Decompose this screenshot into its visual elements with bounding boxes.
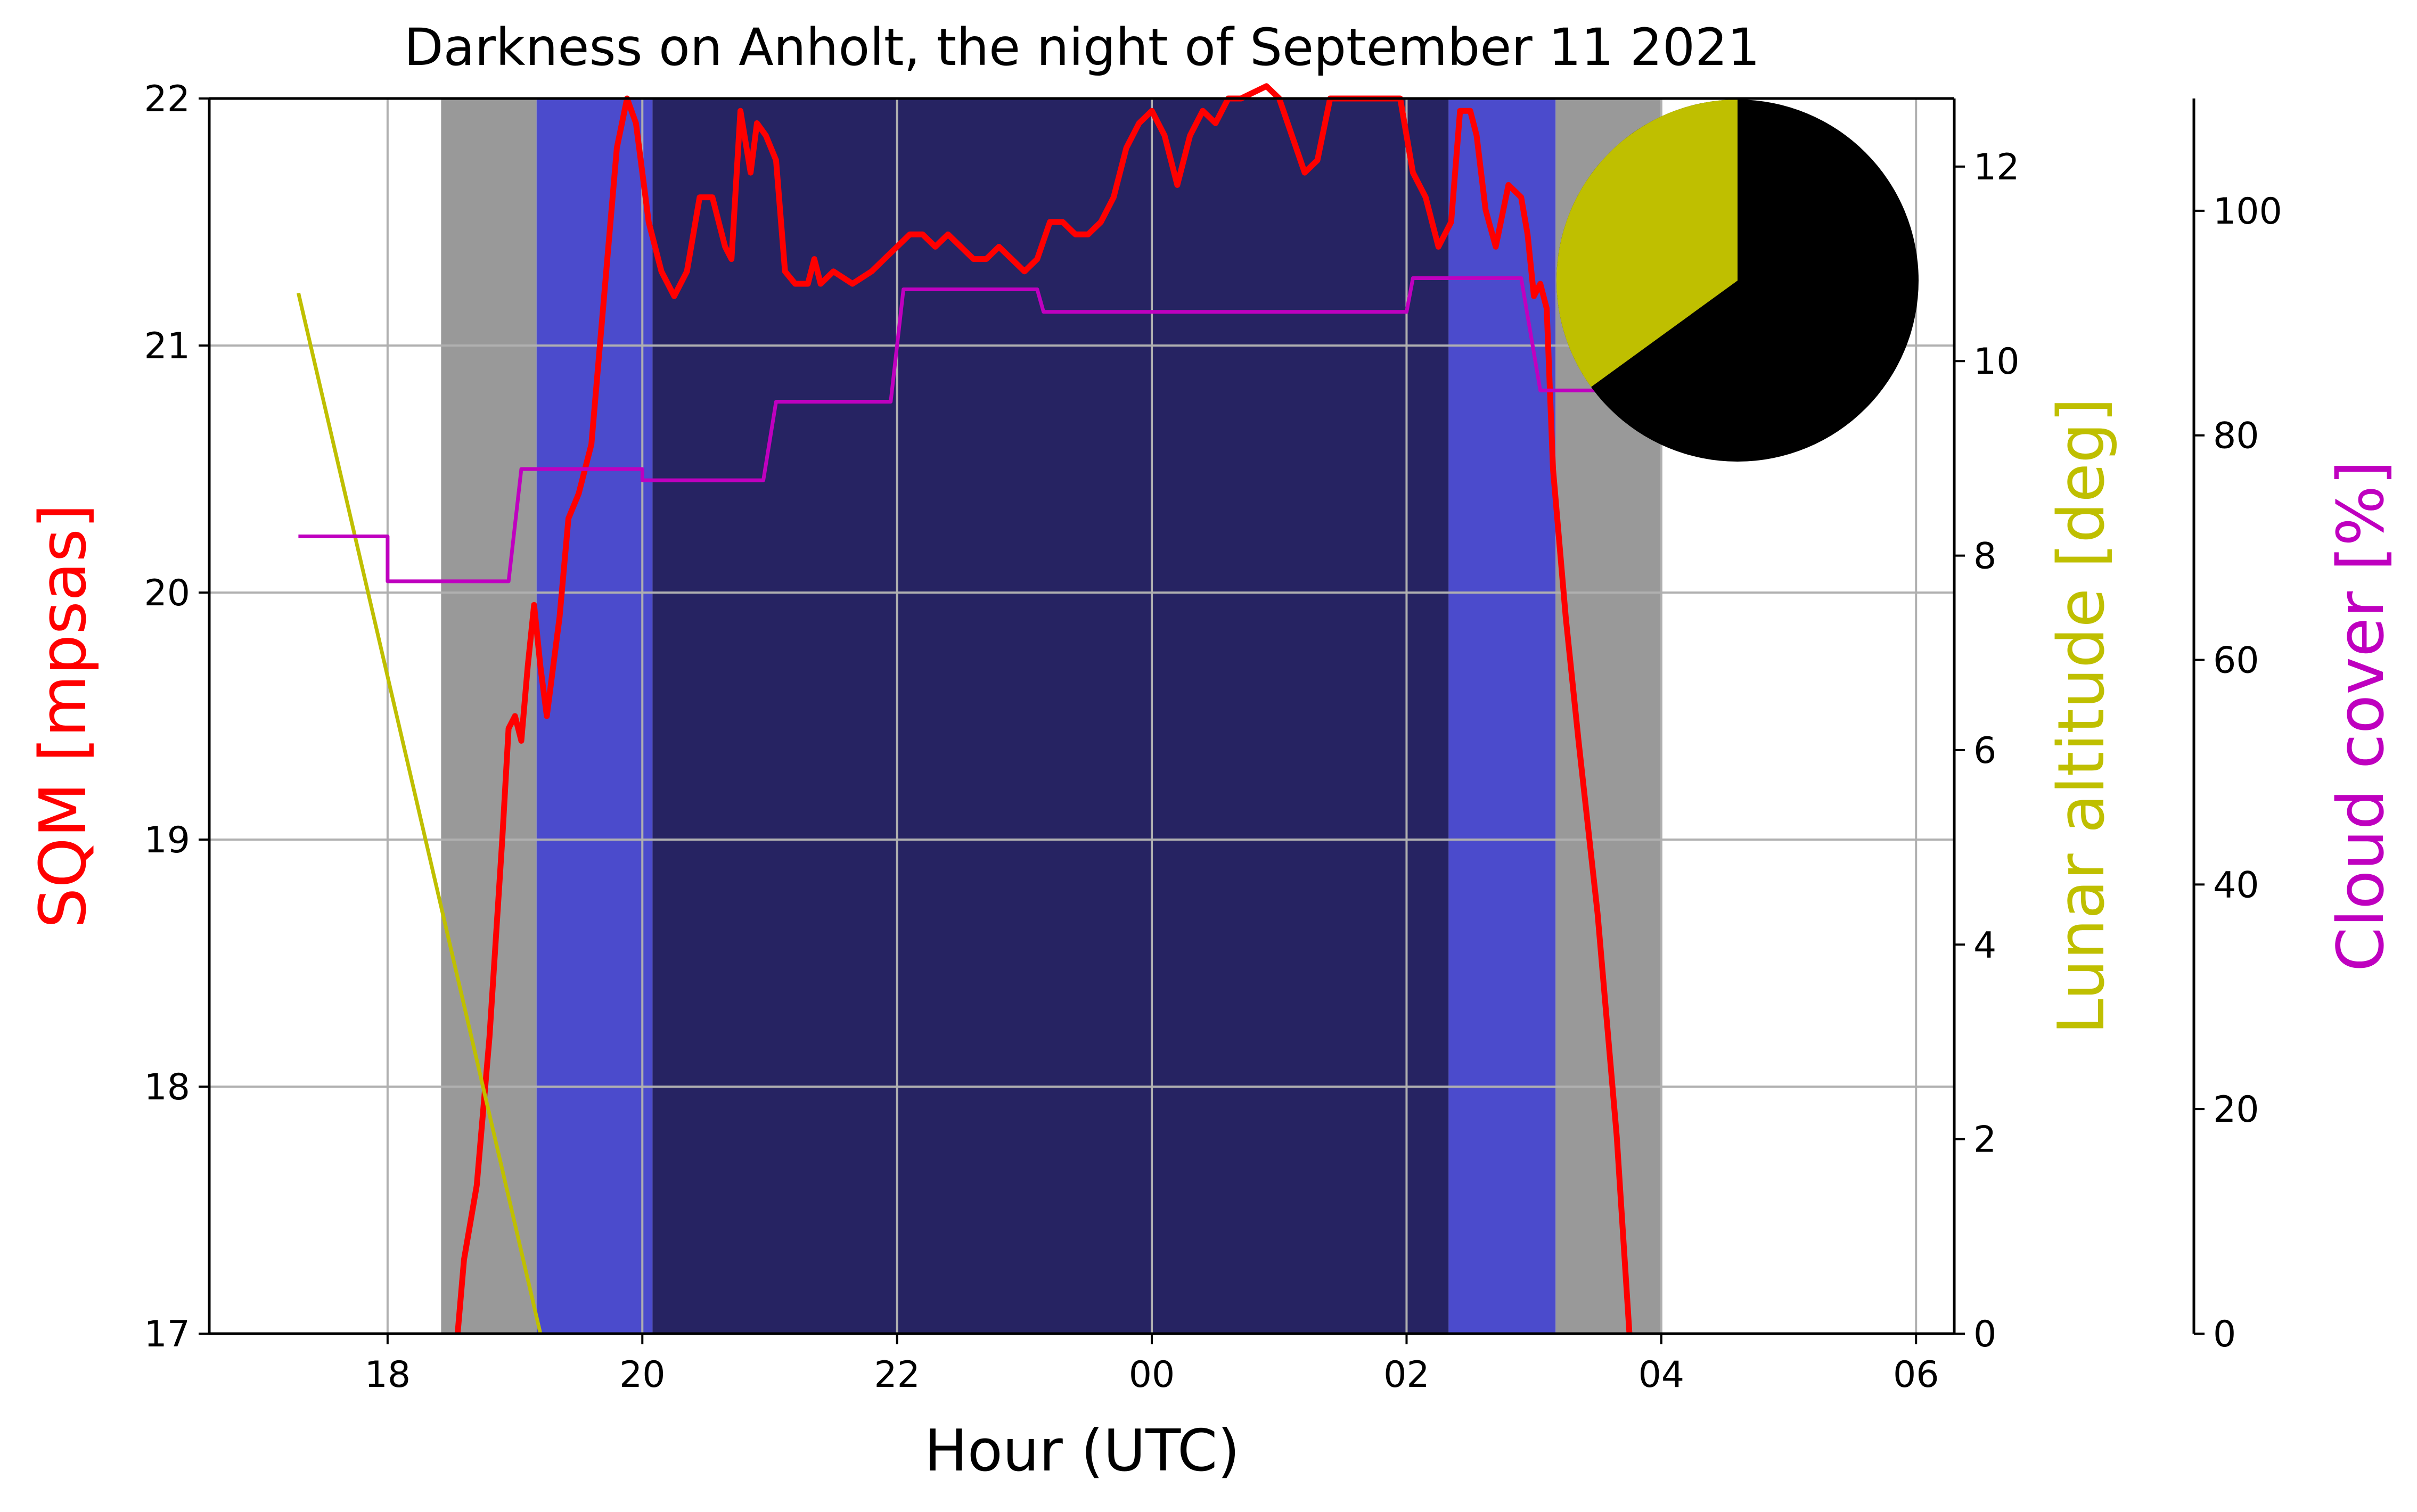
cloud-series-line	[298, 276, 1598, 584]
lunar-tick-label: 4	[1973, 924, 1996, 966]
sqm-tick-label: 20	[144, 572, 190, 614]
cloud-tick-label: 60	[2213, 640, 2259, 682]
x-tick-label: 02	[1383, 1354, 1430, 1396]
lunar-tick-label: 8	[1973, 536, 1996, 578]
moon-phase-pie	[1556, 100, 1919, 462]
lunar-tick-label: 10	[1973, 341, 2020, 383]
data-series	[296, 83, 1633, 1334]
x-tick-label: 20	[619, 1354, 666, 1396]
lunar-tick-label: 6	[1973, 730, 1996, 772]
sqm-tick-label: 17	[144, 1313, 190, 1355]
band-nautical-twilight	[1448, 98, 1556, 1334]
sqm-axis-label: SQM [mpsas]	[27, 504, 101, 928]
axes: 18 20 22 00 02 04 0617181920212202468101202040…	[144, 78, 2282, 1396]
band-astronomical-night	[652, 98, 1449, 1334]
sqm-tick-label: 18	[144, 1066, 190, 1108]
cloud-tick-label: 40	[2213, 864, 2259, 906]
cloud-tick-label: 20	[2213, 1089, 2259, 1131]
cloud-tick-label: 100	[2213, 191, 2282, 233]
lunar-axis-label: Lunar altitude [deg]	[2045, 398, 2119, 1034]
x-axis-label: Hour (UTC)	[924, 1418, 1240, 1484]
x-tick-label: 00	[1129, 1354, 1175, 1396]
pie-slice-illuminated	[1556, 100, 1738, 387]
lunar-tick-label: 12	[1973, 146, 2020, 188]
sqm-tick-label: 19	[144, 819, 190, 861]
x-tick-label: 04	[1638, 1354, 1685, 1396]
x-tick-label: 22	[874, 1354, 920, 1396]
sqm-tick-label: 22	[144, 78, 190, 120]
sqm-series-line	[454, 83, 1633, 1334]
cloud-tick-label: 80	[2213, 415, 2259, 457]
lunar-tick-label: 0	[1973, 1313, 1996, 1355]
chart-title: Darkness on Anholt, the night of Septemb…	[404, 18, 1760, 77]
cloud-tick-label: 0	[2213, 1313, 2236, 1355]
cloud-axis-label: Cloud cover [%]	[2324, 461, 2398, 972]
lunar-series-line	[296, 292, 543, 1334]
band-nautical-twilight	[536, 98, 653, 1334]
sqm-tick-label: 21	[144, 325, 190, 367]
x-tick-label: 18	[365, 1354, 411, 1396]
lunar-tick-label: 2	[1973, 1119, 1996, 1161]
x-tick-label: 06	[1893, 1354, 1939, 1396]
twilight-bands	[441, 98, 1661, 1334]
